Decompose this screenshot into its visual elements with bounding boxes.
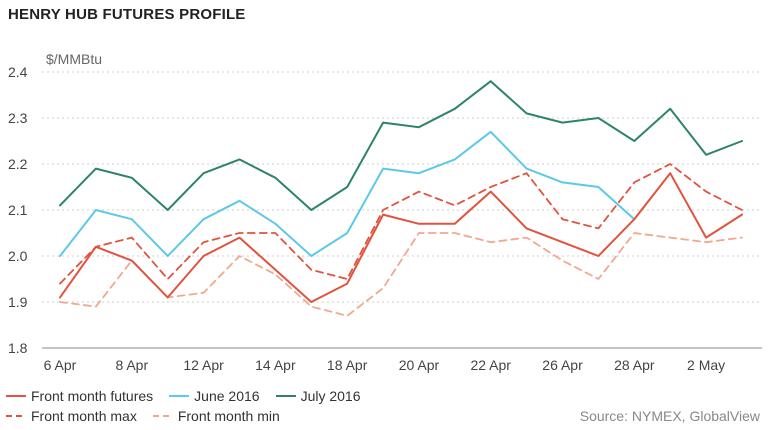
- series-line-july-2016: [59, 80, 743, 211]
- series-line-front-month-min: [59, 232, 743, 317]
- x-tick-label: 26 Apr: [542, 357, 583, 373]
- series-lines: [59, 80, 743, 317]
- y-tick-label: 1.8: [8, 340, 28, 356]
- y-tick-label: 1.9: [8, 294, 28, 310]
- x-tick-label: 22 Apr: [470, 357, 511, 373]
- legend-row-2: Front month max Front month min: [6, 406, 377, 426]
- legend-swatch-solid: [6, 395, 26, 397]
- legend-item-front-month-min: Front month min: [152, 408, 280, 424]
- series-line-june-2016: [59, 130, 636, 257]
- source-note: Source: NYMEX, GlobalView: [579, 408, 760, 424]
- y-tick-label: 2.3: [8, 110, 28, 126]
- legend-item-front-month-futures: Front month futures: [6, 388, 153, 404]
- y-tick-label: 2.0: [8, 248, 28, 264]
- series-line-front-month-max: [59, 163, 743, 285]
- x-tick-label: 2 May: [687, 357, 725, 373]
- y-axis-label: $/MMBtu: [46, 51, 102, 67]
- y-tick-label: 2.1: [8, 202, 28, 218]
- legend-label: Front month futures: [31, 388, 154, 404]
- legend-item-front-month-max: Front month max: [6, 408, 137, 424]
- legend-item-july-2016: July 2016: [275, 388, 361, 404]
- legend-swatch-solid: [275, 395, 296, 397]
- axes: 1.8 1.9 2.0 2.1 2.2 2.3 2.4 6 Apr 8 Apr 12 Apr 14 …: [8, 64, 762, 373]
- legend-item-june-2016: June 2016: [169, 388, 260, 404]
- legend-label: Front month max: [31, 408, 137, 424]
- legend-label: June 2016: [194, 388, 260, 404]
- chart-title: HENRY HUB FUTURES PROFILE: [8, 6, 246, 23]
- legend-label: Front month min: [177, 408, 280, 424]
- series-line-front-month-futures: [59, 172, 743, 303]
- x-tick-label: 18 Apr: [327, 357, 368, 373]
- legend-label: July 2016: [300, 388, 361, 404]
- legend-row-1: Front month futures June 2016 July 2016: [6, 386, 377, 406]
- legend-swatch-solid: [169, 395, 190, 397]
- x-tick-label: 20 Apr: [399, 357, 440, 373]
- x-tick-label: 28 Apr: [614, 357, 655, 373]
- y-tick-label: 2.4: [8, 64, 28, 80]
- grid-lines: [42, 71, 762, 303]
- x-tick-label: 12 Apr: [183, 357, 224, 373]
- x-tick-label: 8 Apr: [115, 357, 148, 373]
- y-tick-label: 2.2: [8, 156, 28, 172]
- x-tick-label: 6 Apr: [44, 357, 77, 373]
- legend-swatch-dashed: [152, 415, 173, 417]
- legend-swatch-dashed: [6, 415, 26, 417]
- x-tick-label: 14 Apr: [255, 357, 296, 373]
- legend: Front month futures June 2016 July 2016 …: [6, 386, 377, 426]
